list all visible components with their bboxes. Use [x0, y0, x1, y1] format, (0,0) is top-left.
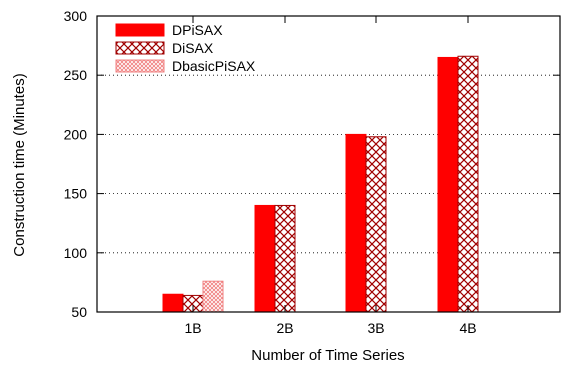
x-tick-label: 1B [184, 320, 201, 336]
y-tick-label: 150 [64, 186, 88, 202]
bar-disax-4b [457, 55, 479, 313]
y-tick-label: 200 [64, 126, 88, 142]
x-tick-label: 2B [276, 320, 293, 336]
legend: DPiSAX DiSAX DbasicPiSAX [115, 22, 256, 74]
bar-dbasicpisax-1b [202, 280, 224, 313]
bar-dpisax-3b [345, 133, 367, 313]
tick-labels: 50 100 150 200 250 300 1B 2B 3B 4B [64, 8, 477, 336]
bar-disax-2b [274, 204, 296, 313]
y-tick-label: 250 [64, 67, 88, 83]
legend-label-dpisax: DPiSAX [172, 22, 223, 38]
legend-swatch-dpisax [115, 23, 165, 37]
y-axis-title: Construction time (Minutes) [11, 73, 28, 256]
bar-dpisax-1b [162, 293, 184, 313]
y-tick-label: 300 [64, 8, 88, 24]
legend-label-disax: DiSAX [172, 40, 214, 56]
bars [162, 55, 479, 313]
legend-swatch-dbasicpisax [115, 59, 165, 73]
legend-label-dbasicpisax: DbasicPiSAX [172, 58, 256, 74]
bar-dpisax-2b [254, 204, 276, 313]
x-tick-label: 3B [367, 320, 384, 336]
bar-dpisax-4b [437, 56, 459, 313]
x-axis-title: Number of Time Series [251, 347, 404, 364]
legend-swatch-disax [115, 41, 165, 55]
y-tick-label: 50 [71, 304, 87, 320]
axes [96, 15, 561, 313]
grid-lines [97, 74, 560, 254]
x-tick-label: 4B [459, 320, 476, 336]
bar-disax-3b [365, 136, 387, 313]
plot-frame [96, 15, 561, 313]
y-tick-label: 100 [64, 245, 88, 261]
